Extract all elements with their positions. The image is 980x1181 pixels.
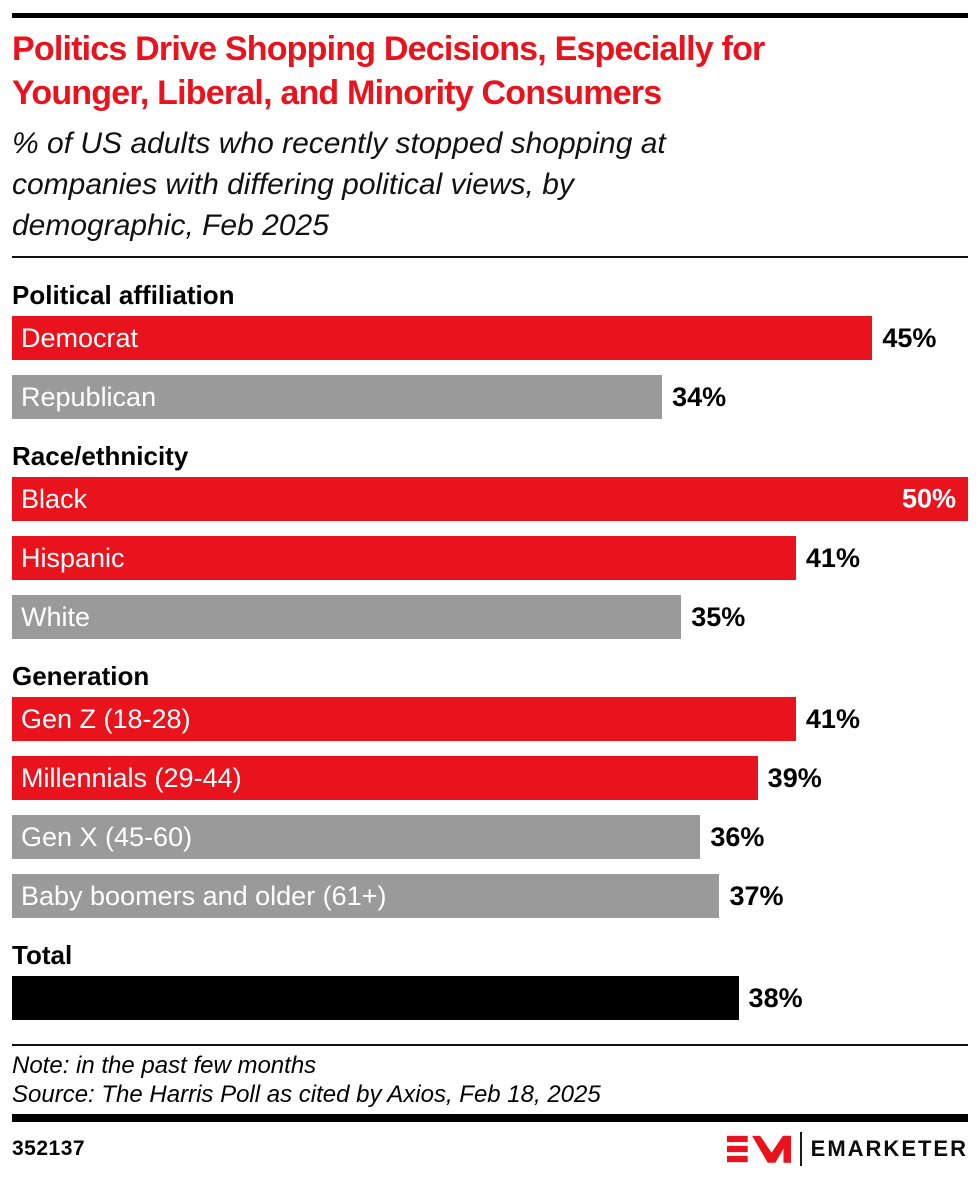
bar: Hispanic — [12, 536, 796, 580]
bar-row: White 35% — [12, 595, 968, 639]
bar-row: 38% — [12, 976, 968, 1020]
bar-value: 50% — [901, 483, 956, 514]
chart-page: Politics Drive Shopping Decisions, Espec… — [0, 13, 980, 1167]
bar-row: Democrat 45% — [12, 316, 968, 360]
chart-title: Politics Drive Shopping Decisions, Espec… — [12, 27, 968, 115]
chart-title-line2: Younger, Liberal, and Minority Consumers — [12, 74, 662, 112]
bar-value: 41% — [805, 542, 860, 573]
source-text: Source: The Harris Poll as cited by Axio… — [12, 1081, 601, 1108]
bar-value: 38% — [748, 982, 803, 1013]
bar-chart: Political affiliation Democrat 45% Republic… — [12, 282, 968, 1020]
top-rule — [12, 13, 968, 18]
bar-label: Hispanic — [21, 542, 125, 573]
bar-value: 39% — [767, 762, 822, 793]
chart-subtitle-line2: companies with differing political views… — [12, 168, 574, 201]
note-text: Note: in the past few months — [12, 1052, 317, 1079]
bar-row: Republican 34% — [12, 375, 968, 419]
bar-value: 34% — [672, 381, 727, 412]
bar-value: 37% — [729, 880, 784, 911]
bar-value: 45% — [882, 322, 937, 353]
bar — [12, 976, 739, 1020]
bar-row: Black 50% — [12, 477, 968, 521]
header-divider — [12, 256, 968, 258]
bar: White — [12, 595, 682, 639]
chart-id: 352137 — [12, 1137, 86, 1160]
chart-section: Political affiliation Democrat 45% Republic… — [12, 282, 968, 419]
chart-title-line1: Politics Drive Shopping Decisions, Espec… — [12, 30, 765, 68]
chart-notes: Note: in the past few months Source: The… — [12, 1051, 968, 1109]
bar-row: Gen X (45-60) 36% — [12, 815, 968, 859]
section-header: Race/ethnicity — [12, 441, 189, 471]
chart-subtitle-line3: demographic, Feb 2025 — [12, 209, 329, 242]
bar-row: Gen Z (18-28) 41% — [12, 697, 968, 741]
bar: Black 50% — [12, 477, 968, 521]
note-divider — [12, 1044, 968, 1046]
footer: 352137 EMARKETER — [12, 1131, 968, 1167]
bar-label: Baby boomers and older (61+) — [21, 880, 387, 911]
bar: Gen Z (18-28) — [12, 697, 796, 741]
chart-section: Race/ethnicity Black 50% Hispanic 41% White 35… — [12, 443, 968, 639]
bar: Millennials (29-44) — [12, 756, 758, 800]
bar: Gen X (45-60) — [12, 815, 701, 859]
brand-wordmark: EMARKETER — [810, 1136, 968, 1161]
bar: Baby boomers and older (61+) — [12, 874, 720, 918]
bar-value: 36% — [710, 821, 765, 852]
bar-row: Baby boomers and older (61+) 37% — [12, 874, 968, 918]
bar: Democrat — [12, 316, 873, 360]
bar-label: Gen X (45-60) — [21, 821, 193, 852]
bar-label: Millennials (29-44) — [21, 762, 242, 793]
bar-row: Millennials (29-44) 39% — [12, 756, 968, 800]
brand-logo: EMARKETER — [726, 1132, 968, 1166]
brand-divider — [799, 1132, 802, 1166]
chart-subtitle: % of US adults who recently stopped shop… — [12, 123, 968, 246]
bottom-rule — [12, 1114, 968, 1122]
chart-subtitle-line1: % of US adults who recently stopped shop… — [12, 127, 666, 160]
bar-value: 35% — [691, 601, 746, 632]
bar-label: Black — [21, 483, 88, 514]
bar-label: White — [21, 601, 91, 632]
chart-section: Generation Gen Z (18-28) 41% Millennials (2… — [12, 663, 968, 918]
bar-label: Gen Z (18-28) — [21, 703, 191, 734]
section-header: Political affiliation — [12, 280, 235, 310]
bar-row: Hispanic 41% — [12, 536, 968, 580]
emarketer-monogram-icon — [726, 1135, 791, 1163]
bar: Republican — [12, 375, 663, 419]
section-header: Generation — [12, 661, 150, 691]
section-header: Total — [12, 940, 73, 970]
bar-label: Democrat — [21, 322, 139, 353]
chart-section: Total 38% — [12, 942, 968, 1020]
bar-label: Republican — [21, 381, 157, 412]
bar-value: 41% — [805, 703, 860, 734]
